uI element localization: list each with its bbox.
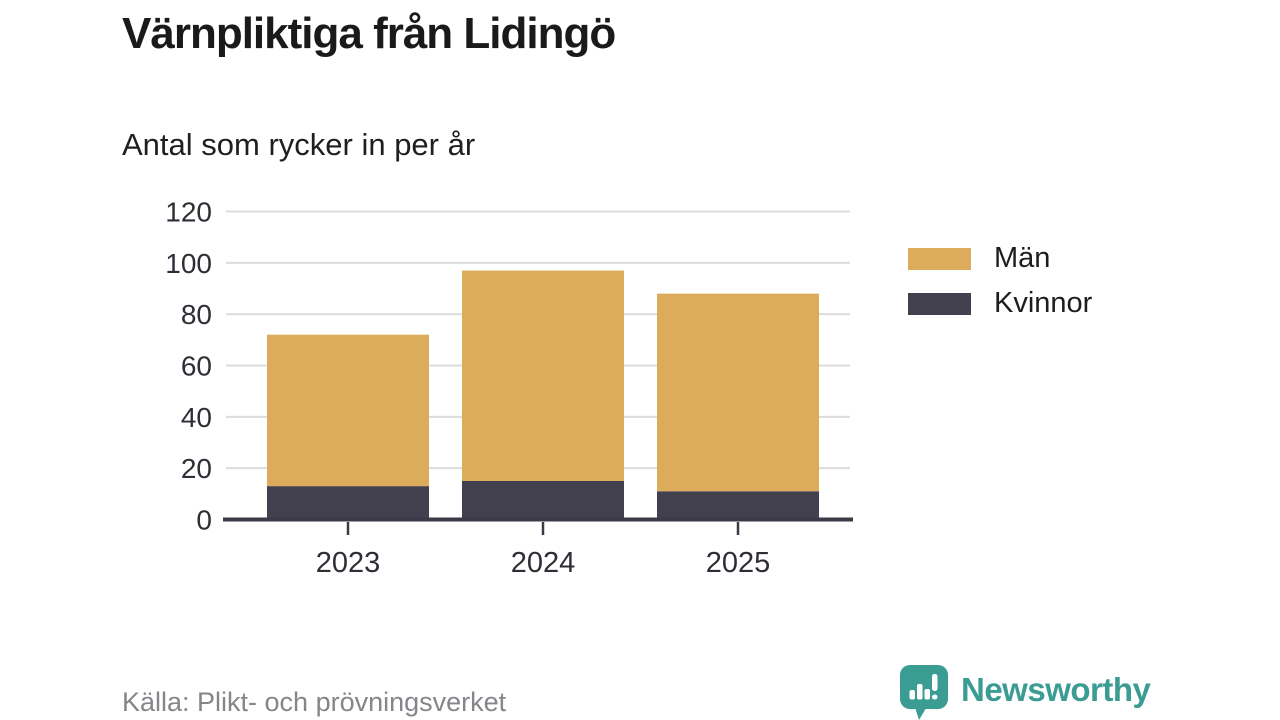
newsworthy-bubble-chart-icon	[900, 665, 948, 720]
legend-item-men: Män	[908, 242, 1092, 275]
y-tick-label: 40	[181, 402, 212, 433]
source-note: Källa: Plikt- och prövningsverket	[122, 687, 507, 717]
bar-segment-kvinnor-2025	[657, 491, 819, 520]
chart-subtitle: Antal som rycker in per år	[122, 127, 476, 162]
legend-label-men: Män	[994, 242, 1051, 274]
newsworthy-logo: Newsworthy	[897, 663, 1151, 720]
x-tick-label: 2024	[511, 547, 576, 579]
legend: Män Kvinnor	[908, 242, 1092, 320]
x-tick-label: 2023	[316, 547, 381, 579]
y-tick-label: 120	[165, 197, 212, 228]
chart-title: Värnpliktiga från Lidingö	[122, 9, 616, 58]
legend-swatch-women-icon	[908, 292, 971, 315]
y-tick-label: 100	[165, 248, 212, 279]
y-tick-label: 0	[196, 505, 212, 536]
bar-chart: 0 20 40 60 80 100 120 2023 2024 2025	[165, 197, 853, 579]
bar-segment-kvinnor-2023	[267, 486, 429, 520]
legend-label-women: Kvinnor	[994, 287, 1093, 319]
bar-segment-män-2024	[462, 270, 624, 481]
y-tick-label: 80	[181, 299, 212, 330]
legend-swatch-men-icon	[908, 247, 971, 270]
bar-segment-kvinnor-2024	[462, 481, 624, 520]
bar-segment-män-2025	[657, 293, 819, 492]
y-tick-label: 60	[181, 351, 212, 382]
newsworthy-wordmark: Newsworthy	[961, 671, 1151, 708]
y-tick-label: 20	[181, 453, 212, 484]
bar-segment-män-2023	[267, 334, 429, 487]
legend-item-women: Kvinnor	[908, 287, 1092, 320]
x-tick-label: 2025	[706, 547, 771, 579]
